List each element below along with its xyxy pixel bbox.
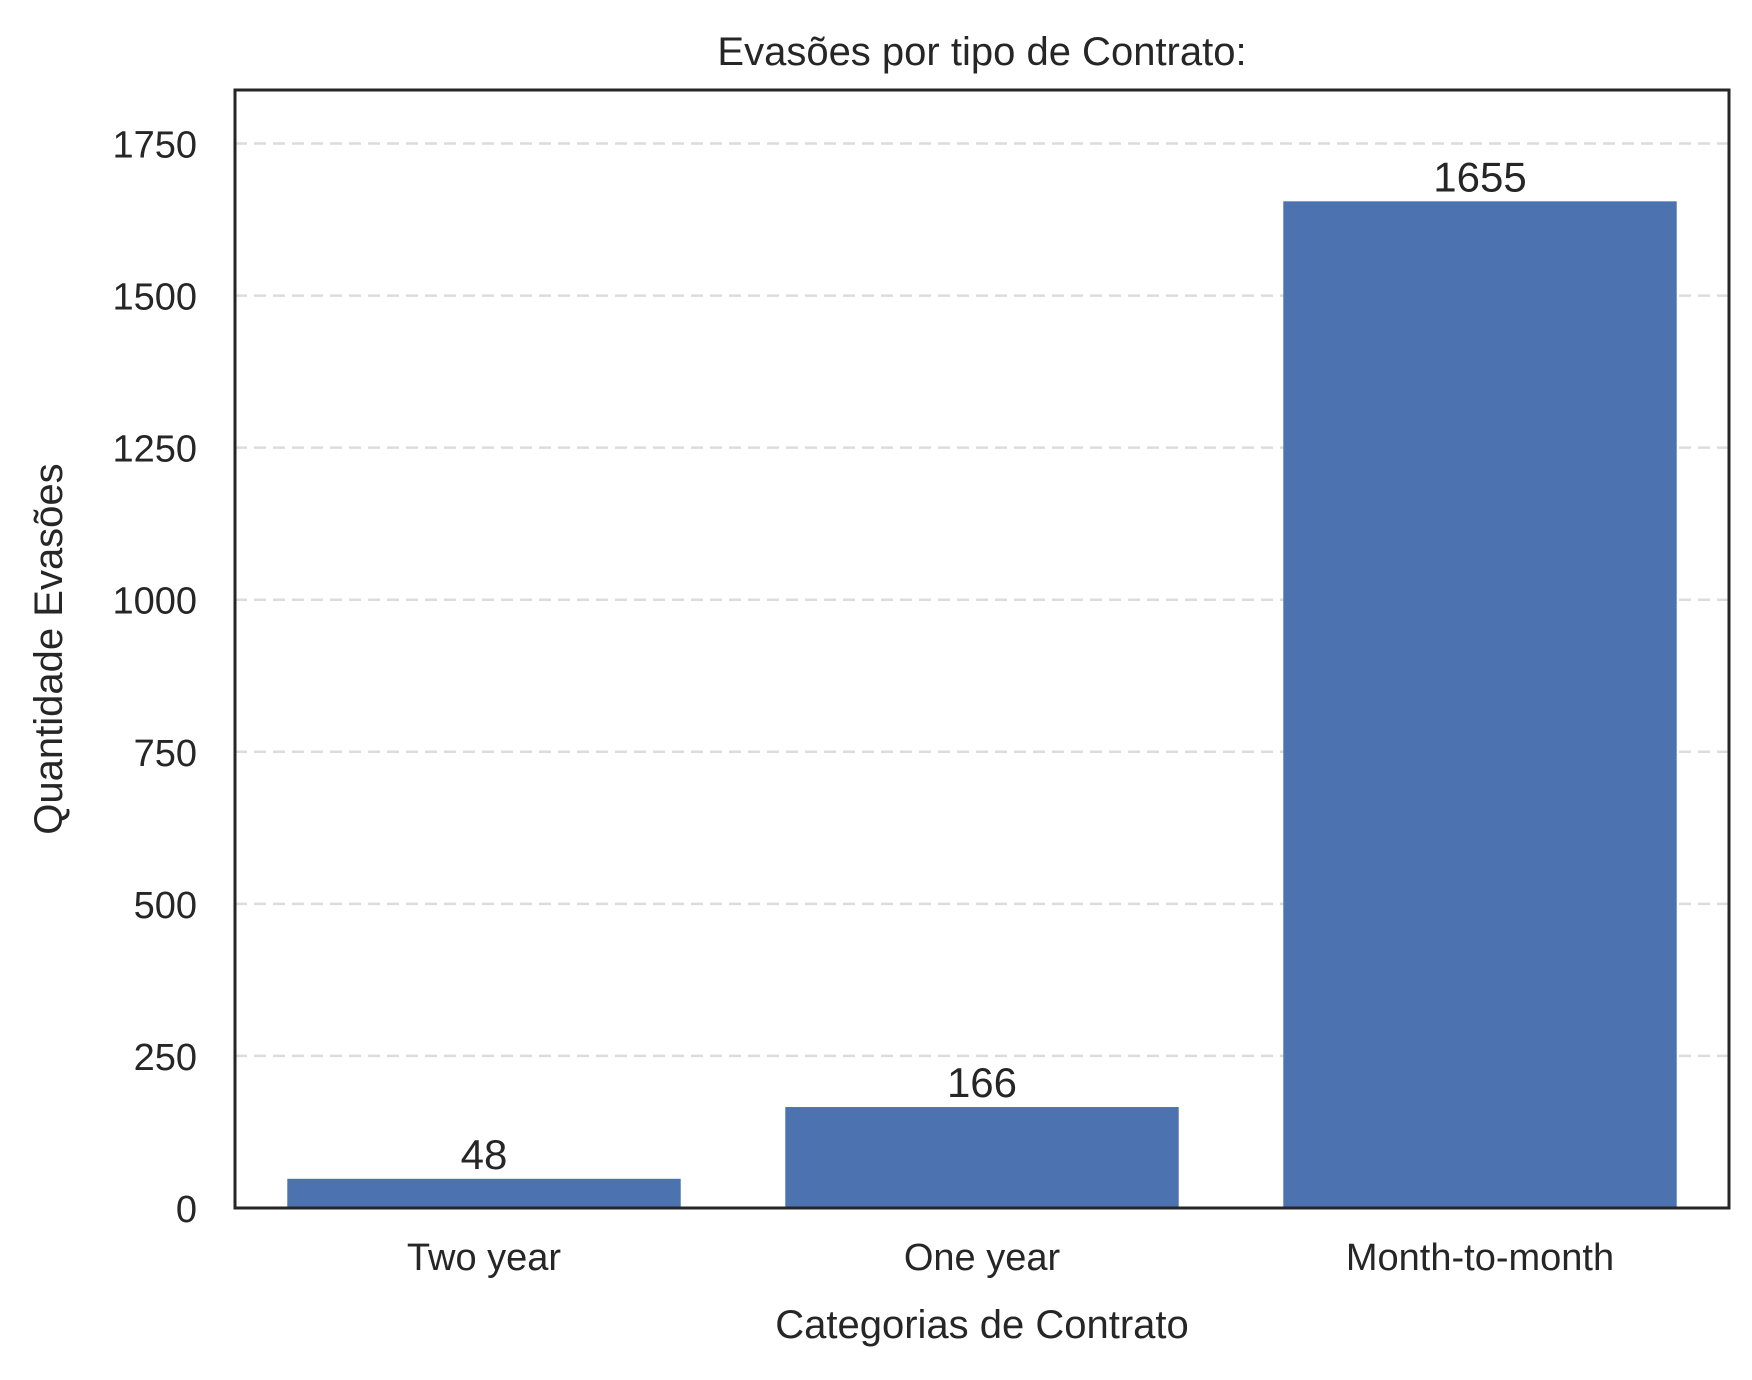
bar-one-year: [785, 1107, 1179, 1208]
bar-value-label: 1655: [1433, 153, 1526, 200]
y-tick-label: 500: [134, 885, 197, 927]
x-axis-label: Categorias de Contrato: [775, 1303, 1189, 1347]
x-tick-labels: Two year One year Month-to-month: [407, 1237, 1614, 1279]
y-tick-label: 1500: [112, 277, 197, 319]
bar-two-year: [287, 1178, 681, 1208]
y-tick-label: 1750: [112, 125, 197, 167]
x-tick-label: Two year: [407, 1237, 562, 1279]
y-tick-label: 1000: [112, 581, 197, 623]
y-axis-label: Quantidade Evasões: [27, 463, 71, 834]
y-tick-label: 0: [176, 1189, 197, 1231]
bar-month-to-month: [1283, 201, 1677, 1209]
x-tick-label: One year: [904, 1237, 1061, 1279]
chart-title: Evasões por tipo de Contrato:: [717, 30, 1246, 74]
bar-value-label: 166: [947, 1059, 1017, 1106]
y-tick-label: 250: [134, 1037, 197, 1079]
bar-value-label: 48: [461, 1131, 508, 1178]
y-tick-labels: 0 250 500 750 1000 1250 1500 1750: [112, 125, 197, 1231]
bar-value-labels: 48 166 1655: [461, 153, 1527, 1177]
bars: [287, 201, 1677, 1209]
x-tick-label: Month-to-month: [1346, 1237, 1614, 1279]
y-tick-label: 750: [134, 733, 197, 775]
plot-frame: [233, 88, 1731, 1210]
y-tick-label: 1250: [112, 429, 197, 471]
